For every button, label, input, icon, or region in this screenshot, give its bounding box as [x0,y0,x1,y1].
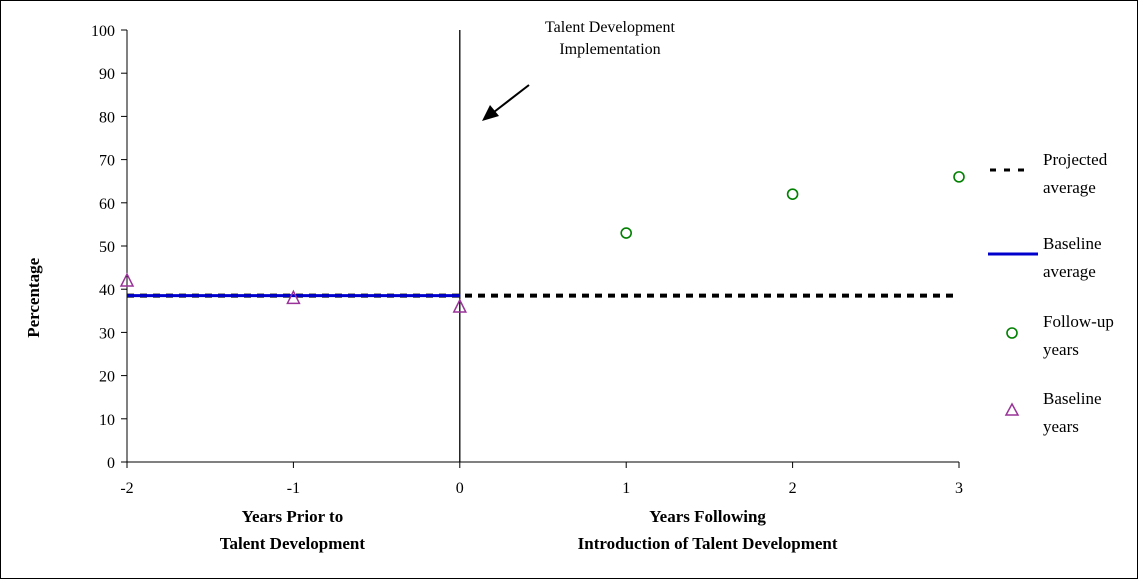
x-label-left-line1: Years Prior to [242,507,344,526]
axis-labels: Percentage Years Prior to Talent Developme… [24,257,838,553]
y-tick-label: 40 [99,282,115,299]
annotation-arrow-head [482,105,499,121]
follow-up-year-point [953,171,965,183]
series-layer [119,171,965,313]
y-tick-label: 80 [99,109,115,126]
legend-baseline-years-swatch [1004,402,1020,416]
legend-entry: Baseline average [988,234,1102,281]
tick-labels: 0 10 20 30 40 50 60 70 80 90 100 -2 -1 0 1 2 3 [91,23,963,497]
legend-label-line1: Baseline [1043,234,1102,253]
legend-entry: Baseline years [1004,389,1102,436]
legend-label-line2: years [1043,340,1079,359]
y-tick-label: 50 [99,239,115,256]
legend-label-line2: average [1043,178,1096,197]
y-tick-label: 100 [91,23,115,40]
legend-label-line2: years [1043,417,1079,436]
x-tick-label: -1 [287,480,300,497]
annotation-line1: Talent Development [545,19,676,36]
follow-up-year-point [786,188,799,200]
legend-label-line1: Follow-up [1043,312,1114,331]
legend: Projected average Baseline average Follow-up… [988,150,1114,436]
x-tick-label: 2 [789,480,797,497]
x-tick-label: 3 [955,480,963,497]
baseline-year-point [119,272,135,287]
y-tick-label: 30 [99,325,115,342]
legend-label-line2: average [1043,262,1096,281]
legend-label-line1: Projected [1043,150,1108,169]
legend-entry: Projected average [990,150,1108,197]
legend-follow-up-swatch [1006,327,1018,339]
legend-label-line1: Baseline [1043,389,1102,408]
y-tick-label: 20 [99,369,115,386]
annotation-line2: Implementation [559,41,660,58]
x-tick-label: 1 [622,480,630,497]
x-label-right-line1: Years Following [649,507,766,526]
baseline-year-point [286,289,301,305]
legend-entry: Follow-up years [1006,312,1114,359]
axes [121,29,960,468]
annotation: Talent Development Implementation [482,19,676,121]
y-tick-label: 90 [99,66,115,83]
x-label-right-line2: Introduction of Talent Development [578,534,838,553]
y-tick-label: 0 [107,455,115,472]
y-axis-label: Percentage [24,257,43,337]
baseline-year-point [452,298,468,313]
x-tick-label: -2 [120,480,133,497]
x-label-left-line2: Talent Development [220,534,366,553]
y-tick-label: 10 [99,412,115,429]
x-tick-label: 0 [456,480,464,497]
annotation-arrow-shaft [493,84,530,113]
follow-up-year-point [620,227,633,239]
y-tick-label: 70 [99,153,115,170]
y-tick-label: 60 [99,196,115,213]
